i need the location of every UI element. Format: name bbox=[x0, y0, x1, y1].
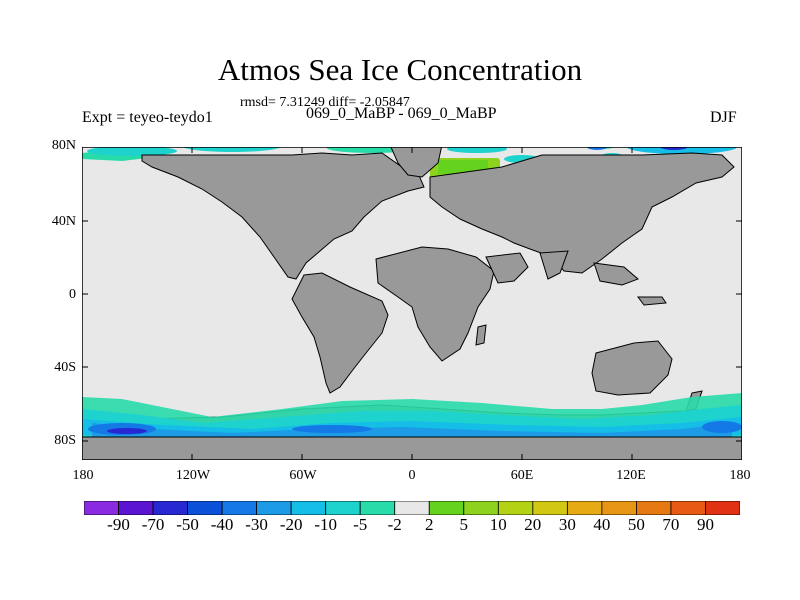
lon-tick-label: 0 bbox=[408, 468, 416, 483]
lon-tick-label: 60W bbox=[289, 468, 317, 483]
colorbar-swatch bbox=[118, 501, 154, 515]
experiment-label: Expt = teyeo-teydo1 bbox=[82, 109, 213, 126]
colorbar-label: 20 bbox=[524, 515, 542, 534]
colorbar-label: 10 bbox=[489, 515, 507, 534]
colorbar-label: 90 bbox=[697, 515, 714, 534]
colorbar-label: -50 bbox=[176, 515, 199, 534]
arabia bbox=[485, 252, 529, 284]
lat-tick-label: 40S bbox=[54, 360, 76, 375]
colorbar-label: -30 bbox=[245, 515, 268, 534]
colorbar-label: 50 bbox=[627, 515, 645, 534]
colorbar bbox=[84, 501, 740, 515]
lat-tick-label: 80S bbox=[54, 433, 76, 448]
colorbar-swatch bbox=[497, 501, 534, 515]
colorbar-swatch bbox=[359, 501, 396, 515]
north-america bbox=[141, 152, 425, 280]
colorbar-swatch bbox=[636, 501, 672, 515]
colorbar-swatch bbox=[325, 501, 361, 515]
india bbox=[539, 250, 569, 280]
colorbar-label: -40 bbox=[210, 515, 234, 534]
chart-title: Atmos Sea Ice Concentration bbox=[217, 52, 583, 87]
lon-tick-label: 120E bbox=[616, 468, 646, 483]
lon-tick-label: 180 bbox=[72, 468, 94, 483]
stats-text: rmsd= 7.31249 diff= -2.05847 bbox=[240, 95, 410, 110]
colorbar-label: -10 bbox=[314, 515, 338, 534]
eurasia bbox=[429, 152, 735, 274]
periods-label: 069_0_MaBP - 069_0_MaBP bbox=[306, 105, 497, 122]
sea-ice-map bbox=[82, 147, 742, 460]
colorbar-label: -2 bbox=[387, 515, 402, 534]
lon-tick-label: 180 bbox=[729, 468, 751, 483]
lat-tick-label: 0 bbox=[69, 287, 76, 302]
australia bbox=[591, 340, 673, 396]
south-america bbox=[291, 272, 389, 394]
sea-islands bbox=[593, 262, 639, 286]
season-label: DJF bbox=[710, 109, 737, 126]
africa bbox=[375, 246, 495, 362]
colorbar-label: 5 bbox=[459, 515, 469, 534]
colorbar-swatch bbox=[566, 501, 603, 515]
colorbar-label: -5 bbox=[353, 515, 368, 534]
southern-ocean-ice bbox=[82, 393, 742, 460]
colorbar-swatch bbox=[152, 501, 188, 515]
madagascar bbox=[475, 324, 487, 346]
lat-tick-label: 40N bbox=[51, 214, 76, 229]
colorbar-label: -90 bbox=[107, 515, 130, 534]
colorbar-swatch bbox=[428, 501, 465, 515]
lon-tick-label: 60E bbox=[510, 468, 534, 483]
axis-ticks bbox=[82, 147, 742, 460]
colorbar-label: 30 bbox=[558, 515, 576, 534]
colorbar-label: 40 bbox=[593, 515, 611, 534]
colorbar-swatch bbox=[463, 501, 499, 515]
lon-tick-label: 120W bbox=[175, 468, 211, 483]
colorbar-swatch bbox=[601, 501, 637, 515]
lat-tick-label: 80N bbox=[51, 138, 76, 153]
colorbar-swatch bbox=[187, 501, 223, 515]
colorbar-label: -70 bbox=[141, 515, 165, 534]
colorbar-swatch bbox=[256, 501, 292, 515]
colorbar-swatch bbox=[394, 501, 430, 515]
colorbar-swatch bbox=[670, 501, 706, 515]
colorbar-swatch bbox=[705, 501, 740, 515]
colorbar-swatch bbox=[290, 501, 327, 515]
greenland bbox=[390, 147, 443, 178]
colorbar-swatch bbox=[84, 501, 119, 515]
new-guinea bbox=[637, 296, 667, 306]
colorbar-swatch bbox=[221, 501, 258, 515]
colorbar-label: 2 bbox=[425, 515, 434, 534]
colorbar-swatch bbox=[532, 501, 568, 515]
colorbar-label: -20 bbox=[279, 515, 303, 534]
colorbar-label: 70 bbox=[662, 515, 680, 534]
